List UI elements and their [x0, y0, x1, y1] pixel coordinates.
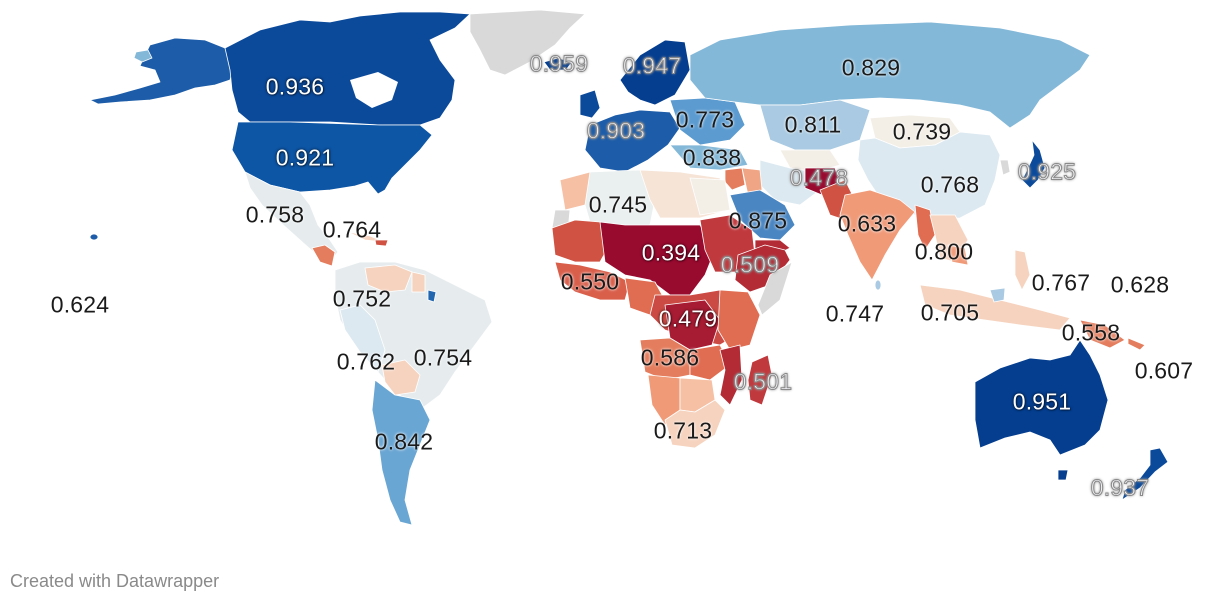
region-alaska-island [133, 49, 153, 63]
region-syria[interactable] [724, 167, 746, 191]
region-bolivia[interactable] [381, 359, 421, 396]
region-french-guiana[interactable] [427, 289, 437, 303]
region-venezuela[interactable] [364, 264, 413, 293]
value-label: 0.713 [653, 417, 713, 444]
value-label: 0.762 [336, 348, 396, 375]
region-balkans-turkey[interactable] [669, 144, 749, 171]
region-solomon[interactable] [1127, 337, 1146, 351]
value-label: 0.921 [275, 144, 335, 171]
value-label: 0.951 [1012, 388, 1072, 415]
value-label: 0.829 [841, 54, 901, 81]
region-papua-new-guinea[interactable] [1079, 319, 1126, 349]
region-uk-ireland[interactable] [579, 89, 601, 119]
region-zambia[interactable] [689, 344, 731, 381]
region-guyana[interactable] [411, 271, 426, 293]
value-label: 0.509 [720, 251, 780, 278]
region-borneo-malaysia[interactable] [989, 287, 1006, 303]
value-label: 0.501 [733, 368, 793, 395]
region-greenland[interactable] [469, 9, 586, 76]
value-label: 0.773 [675, 106, 735, 133]
region-somalia[interactable] [757, 261, 793, 316]
value-label: 0.925 [1017, 158, 1077, 185]
value-label: 0.558 [1061, 319, 1121, 346]
value-label: 0.586 [640, 344, 700, 371]
region-argentina-chile[interactable] [371, 379, 431, 526]
value-label: 0.752 [332, 285, 392, 312]
value-label: 0.838 [682, 144, 742, 171]
region-west-africa-coast[interactable] [554, 261, 631, 301]
value-label: 0.478 [789, 164, 849, 191]
region-saudi-arabia[interactable] [729, 189, 796, 241]
value-label: 0.628 [1110, 271, 1170, 298]
region-haiti[interactable] [374, 239, 389, 247]
value-label: 0.937 [1090, 474, 1150, 501]
credit-text: Created with Datawrapper [10, 571, 220, 591]
value-label: 0.747 [825, 300, 885, 327]
value-label: 0.479 [658, 305, 718, 332]
region-russia[interactable] [689, 21, 1091, 129]
value-label: 0.947 [622, 52, 682, 79]
region-new-zealand[interactable] [1121, 447, 1169, 501]
region-cambodia[interactable] [947, 244, 969, 266]
region-scandinavia[interactable] [619, 39, 691, 106]
region-australia[interactable] [974, 339, 1109, 456]
value-label: 0.800 [914, 238, 974, 265]
region-south-africa[interactable] [664, 399, 726, 449]
region-peru[interactable] [339, 304, 386, 373]
value-label: 0.394 [641, 239, 701, 266]
value-label: 0.875 [728, 207, 788, 234]
region-tasmania[interactable] [1057, 469, 1069, 481]
region-japan[interactable] [1021, 139, 1046, 189]
region-alaska[interactable] [89, 37, 236, 105]
region-iraq[interactable] [741, 167, 763, 196]
value-label: 0.607 [1134, 357, 1194, 384]
value-label: 0.936 [265, 73, 325, 100]
value-label: 0.745 [588, 191, 648, 218]
value-label: 0.811 [784, 111, 842, 138]
value-label: 0.633 [837, 210, 897, 237]
value-label: 0.550 [560, 268, 620, 295]
region-iceland[interactable] [543, 57, 573, 71]
region-western-europe[interactable] [584, 109, 681, 173]
region-hudson-bay [350, 72, 398, 108]
value-label: 0.767 [1031, 269, 1091, 296]
region-mozambique[interactable] [719, 344, 743, 406]
region-east-africa[interactable] [717, 289, 761, 351]
region-india[interactable] [839, 189, 916, 281]
region-sahel[interactable] [599, 221, 716, 296]
region-philippines[interactable] [1014, 249, 1031, 291]
region-korea[interactable] [999, 159, 1011, 176]
value-label: 0.758 [245, 201, 305, 228]
value-label: 0.959 [529, 50, 589, 77]
region-central-america-red[interactable] [311, 244, 336, 267]
region-canada[interactable] [224, 11, 471, 126]
value-label: 0.768 [920, 171, 980, 198]
value-label: 0.903 [586, 117, 646, 144]
region-sri-lanka[interactable] [874, 279, 882, 291]
value-label: 0.754 [413, 344, 473, 371]
value-label: 0.624 [50, 291, 110, 318]
region-madagascar[interactable] [747, 354, 773, 406]
value-label: 0.705 [920, 299, 980, 326]
region-indonesia[interactable] [919, 284, 1071, 331]
region-hawaii [89, 233, 99, 241]
value-label: 0.842 [374, 428, 434, 455]
value-label: 0.739 [892, 118, 952, 145]
value-label: 0.764 [322, 216, 382, 243]
region-egypt[interactable] [689, 177, 731, 216]
world-choropleth-map [89, 9, 1169, 526]
